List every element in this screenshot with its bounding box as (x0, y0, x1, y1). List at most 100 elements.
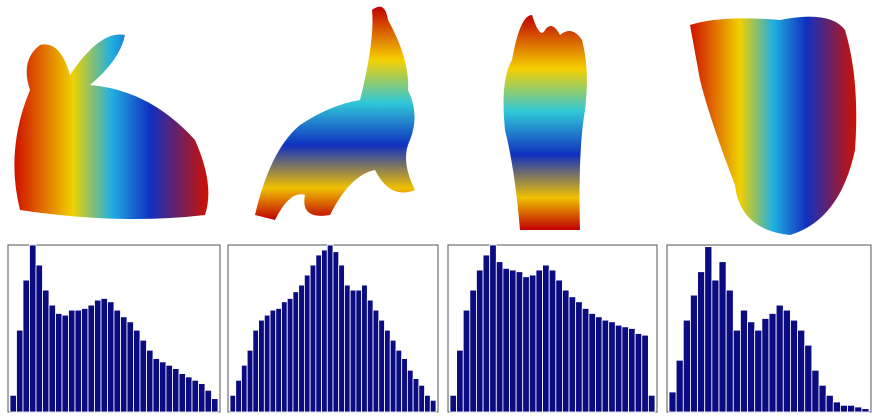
bar (252, 329, 260, 413)
bar (281, 301, 288, 413)
bar (754, 329, 763, 413)
bar (185, 376, 193, 413)
bar (562, 289, 570, 413)
bar (372, 309, 380, 413)
elephant-render (255, 6, 415, 220)
bar (378, 319, 385, 413)
bar (61, 314, 69, 413)
bar (275, 308, 282, 413)
bar (818, 384, 827, 413)
bar (747, 321, 756, 413)
bar (406, 369, 414, 413)
bar (338, 264, 345, 413)
bar (704, 246, 713, 413)
bar (94, 299, 102, 413)
bar (81, 308, 89, 413)
bar (344, 284, 351, 413)
bar (303, 274, 311, 413)
bar (133, 329, 141, 413)
bar (361, 284, 368, 413)
bar (548, 269, 557, 413)
bar (298, 284, 305, 413)
bar (204, 389, 212, 413)
bar (113, 309, 121, 413)
bar (269, 309, 277, 413)
bar (120, 316, 128, 413)
bar (555, 279, 563, 413)
bar (825, 394, 834, 413)
bar (682, 319, 691, 413)
bar (575, 301, 583, 413)
bar (198, 383, 206, 413)
bar (718, 261, 727, 413)
bar (462, 309, 471, 413)
bar (634, 333, 643, 413)
bar (495, 261, 504, 413)
bar (840, 404, 848, 413)
bar (159, 361, 167, 413)
bar (811, 369, 820, 413)
bar (178, 373, 186, 413)
bar (172, 368, 180, 413)
bar (384, 329, 391, 413)
bar (366, 299, 374, 413)
bar (29, 244, 37, 413)
bar (165, 364, 173, 413)
bar (152, 358, 160, 413)
histograms (7, 244, 872, 413)
bar (861, 408, 870, 413)
bar (588, 313, 596, 413)
bar (42, 289, 50, 413)
bar (211, 398, 219, 413)
bar (22, 279, 30, 413)
bar (515, 271, 524, 413)
bar (241, 364, 248, 413)
bar (16, 329, 24, 413)
bar (725, 289, 734, 413)
bar (349, 289, 357, 413)
bar (761, 318, 770, 413)
bar (246, 349, 254, 413)
bar (429, 399, 437, 413)
bar (614, 324, 623, 413)
bar (263, 314, 271, 413)
bar (309, 264, 317, 413)
bar (522, 276, 530, 413)
bar (542, 264, 550, 413)
bar (315, 254, 322, 413)
bar (482, 254, 491, 413)
bar (790, 319, 798, 413)
bar (489, 244, 497, 413)
bar (146, 349, 154, 413)
bar (476, 269, 484, 413)
bar (326, 244, 334, 413)
bar (628, 328, 636, 413)
bar (87, 304, 95, 413)
bar (418, 384, 425, 413)
bar (647, 394, 656, 413)
bar (258, 319, 265, 413)
bar (775, 304, 784, 413)
bar (601, 319, 610, 413)
bar (191, 379, 199, 413)
bar (74, 309, 82, 413)
bar (832, 401, 841, 413)
bar (412, 378, 420, 413)
bar (804, 344, 813, 413)
bar (768, 313, 777, 413)
bar (100, 298, 108, 413)
bar (139, 339, 147, 413)
bar (711, 279, 720, 413)
bar (9, 394, 17, 413)
bar (608, 321, 616, 413)
bar (535, 269, 543, 413)
bunny-render (14, 34, 209, 219)
bar (502, 267, 510, 413)
bar (395, 349, 403, 413)
bar (332, 251, 340, 413)
bar (55, 313, 63, 413)
bar (389, 339, 397, 413)
bar (355, 289, 363, 413)
bar (854, 406, 863, 413)
